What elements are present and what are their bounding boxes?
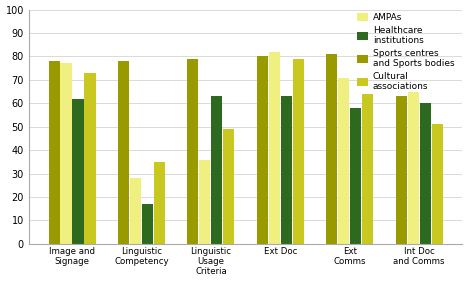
Bar [326,54,337,244]
Bar [142,204,153,244]
Bar [431,124,443,244]
Bar [118,61,129,244]
Bar [408,92,419,244]
Bar [212,96,222,244]
Legend: AMPAs, Healthcare
institutions, Sports centres
and Sports bodies, Cultural
assoc: AMPAs, Healthcare institutions, Sports c… [354,9,458,95]
Bar [362,94,373,244]
Bar [420,103,431,244]
Bar [84,73,95,244]
Bar [199,160,211,244]
Bar [49,61,59,244]
Bar [281,96,292,244]
Bar [338,78,349,244]
Bar [293,59,304,244]
Bar [223,129,234,244]
Bar [187,59,198,244]
Bar [60,63,72,244]
Bar [73,99,84,244]
Bar [269,52,280,244]
Bar [154,162,165,244]
Bar [257,56,268,244]
Bar [130,178,141,244]
Bar [350,108,361,244]
Bar [395,96,407,244]
